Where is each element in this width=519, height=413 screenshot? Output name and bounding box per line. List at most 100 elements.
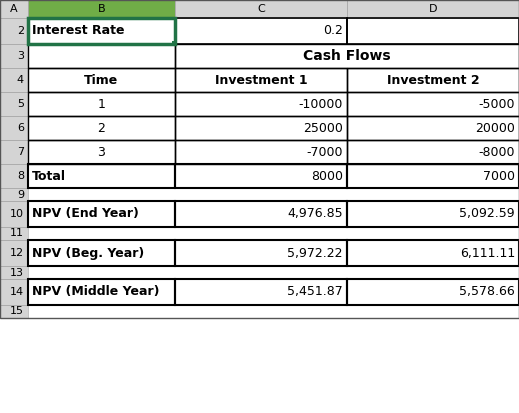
Bar: [28, 279, 175, 305]
Bar: [0, 92, 28, 116]
Bar: [0, 140, 28, 164]
Bar: [172, 41, 177, 46]
Bar: [0, 44, 28, 68]
Bar: [175, 44, 519, 68]
Bar: [347, 201, 519, 227]
Text: 5,451.87: 5,451.87: [287, 285, 343, 299]
Bar: [0, 18, 28, 44]
Bar: [28, 44, 175, 68]
Bar: [28, 18, 175, 44]
Bar: [0, 68, 28, 92]
Text: Total: Total: [32, 169, 66, 183]
Bar: [175, 164, 347, 188]
Text: 4: 4: [17, 75, 24, 85]
Bar: [175, 0, 347, 18]
Bar: [0, 201, 28, 227]
Bar: [347, 201, 519, 227]
Bar: [28, 18, 175, 44]
Bar: [28, 92, 175, 116]
Bar: [0, 227, 28, 240]
Bar: [0, 116, 28, 140]
Bar: [347, 116, 519, 140]
Text: NPV (Middle Year): NPV (Middle Year): [32, 285, 159, 299]
Bar: [0, 188, 28, 201]
Bar: [0, 164, 28, 188]
Bar: [347, 18, 519, 44]
Bar: [347, 279, 519, 305]
Text: 2: 2: [17, 26, 24, 36]
Bar: [347, 92, 519, 116]
Bar: [0, 266, 28, 279]
Bar: [347, 92, 519, 116]
Bar: [175, 116, 347, 140]
Bar: [28, 240, 175, 266]
Text: 15: 15: [10, 306, 24, 316]
Bar: [28, 279, 175, 305]
Text: 7: 7: [17, 147, 24, 157]
Bar: [347, 116, 519, 140]
Bar: [175, 116, 347, 140]
Text: 8: 8: [17, 171, 24, 181]
Text: 10: 10: [10, 209, 24, 219]
Bar: [28, 266, 519, 279]
Bar: [28, 68, 175, 92]
Bar: [28, 92, 175, 116]
Text: 5,578.66: 5,578.66: [459, 285, 515, 299]
Bar: [175, 279, 347, 305]
Bar: [175, 92, 347, 116]
Bar: [0, 266, 28, 279]
Bar: [347, 279, 519, 305]
Text: 0.2: 0.2: [323, 24, 343, 38]
Bar: [0, 279, 28, 305]
Bar: [0, 240, 28, 266]
Bar: [175, 68, 347, 92]
Bar: [0, 240, 28, 266]
Text: 11: 11: [10, 228, 24, 238]
Bar: [175, 201, 347, 227]
Bar: [28, 201, 175, 227]
Bar: [0, 279, 28, 305]
Bar: [28, 140, 175, 164]
Bar: [175, 18, 347, 44]
Bar: [28, 18, 175, 44]
Text: 5,972.22: 5,972.22: [288, 247, 343, 259]
Bar: [347, 68, 519, 92]
Text: 4,976.85: 4,976.85: [288, 207, 343, 221]
Bar: [175, 0, 347, 18]
Text: 13: 13: [10, 268, 24, 278]
Bar: [347, 164, 519, 188]
Text: -8000: -8000: [479, 145, 515, 159]
Text: -10000: -10000: [298, 97, 343, 111]
Text: Time: Time: [85, 74, 119, 86]
Text: Interest Rate: Interest Rate: [32, 24, 125, 38]
Bar: [0, 140, 28, 164]
Bar: [0, 227, 28, 240]
Bar: [175, 44, 519, 68]
Bar: [175, 18, 347, 44]
Text: Investment 2: Investment 2: [387, 74, 480, 86]
Text: 1: 1: [98, 97, 105, 111]
Bar: [0, 44, 28, 68]
Bar: [0, 68, 28, 92]
Bar: [0, 0, 28, 18]
Bar: [347, 240, 519, 266]
Text: 25000: 25000: [303, 121, 343, 135]
Bar: [0, 18, 28, 44]
Text: C: C: [257, 4, 265, 14]
Bar: [28, 44, 175, 68]
Bar: [28, 240, 175, 266]
Bar: [28, 188, 519, 201]
Bar: [28, 0, 175, 18]
Bar: [347, 164, 519, 188]
Bar: [28, 116, 175, 140]
Bar: [175, 164, 347, 188]
Text: Cash Flows: Cash Flows: [303, 49, 391, 63]
Text: A: A: [10, 4, 18, 14]
Bar: [347, 240, 519, 266]
Bar: [175, 279, 347, 305]
Bar: [175, 240, 347, 266]
Bar: [0, 116, 28, 140]
Text: 7000: 7000: [483, 169, 515, 183]
Bar: [347, 0, 519, 18]
Bar: [347, 140, 519, 164]
